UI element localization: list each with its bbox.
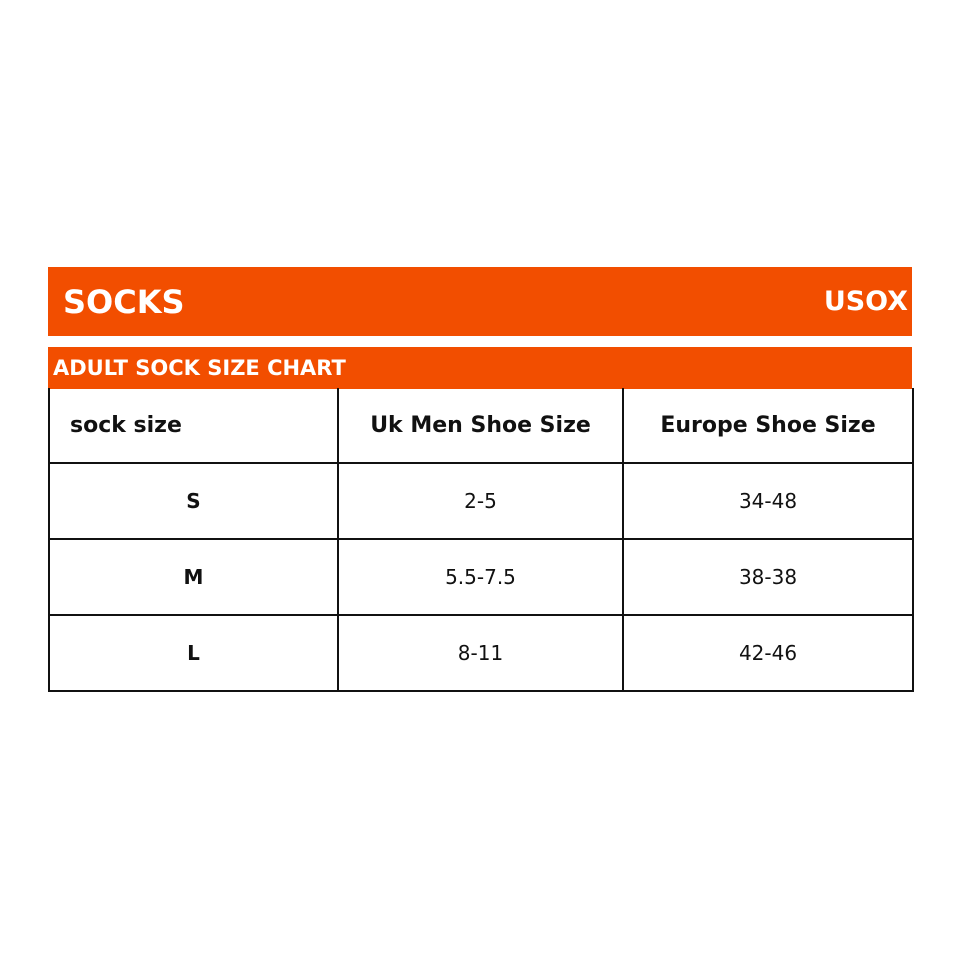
table-row: M 5.5-7.5 38-38	[48, 538, 914, 616]
sock-size-cell: M	[48, 538, 339, 616]
eu-size-cell: 42-46	[622, 614, 914, 692]
sock-size-cell: S	[48, 462, 339, 540]
uk-size-cell: 5.5-7.5	[337, 538, 624, 616]
header-banner: SOCKS USOX	[48, 267, 912, 336]
table-row: S 2-5 34-48	[48, 462, 914, 540]
column-header: sock size	[48, 388, 339, 464]
column-header: Uk Men Shoe Size	[337, 388, 624, 464]
sock-size-cell: L	[48, 614, 339, 692]
brand-logo-text: USOX	[823, 286, 908, 317]
subheader-banner: ADULT SOCK SIZE CHART	[48, 347, 912, 389]
uk-size-cell: 8-11	[337, 614, 624, 692]
size-table: sock size Uk Men Shoe Size Europe Shoe S…	[48, 388, 914, 692]
page-title: SOCKS	[63, 282, 185, 321]
eu-size-cell: 34-48	[622, 462, 914, 540]
uk-size-cell: 2-5	[337, 462, 624, 540]
table-row: L 8-11 42-46	[48, 614, 914, 692]
chart-title: ADULT SOCK SIZE CHART	[53, 356, 346, 380]
table-header-row: sock size Uk Men Shoe Size Europe Shoe S…	[48, 388, 914, 464]
eu-size-cell: 38-38	[622, 538, 914, 616]
column-header: Europe Shoe Size	[622, 388, 914, 464]
